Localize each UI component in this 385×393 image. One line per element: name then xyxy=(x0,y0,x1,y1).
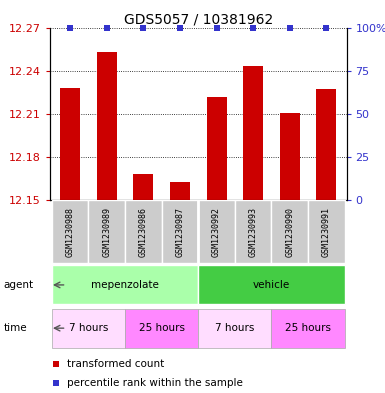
Text: 25 hours: 25 hours xyxy=(139,323,185,333)
Bar xyxy=(235,200,271,263)
Bar xyxy=(271,200,308,263)
Bar xyxy=(243,66,263,200)
Bar xyxy=(280,112,300,200)
Text: GSM1230992: GSM1230992 xyxy=(212,207,221,257)
Bar xyxy=(125,309,198,348)
Bar xyxy=(52,309,125,348)
Bar xyxy=(316,90,336,200)
Text: 7 hours: 7 hours xyxy=(215,323,254,333)
Text: 7 hours: 7 hours xyxy=(69,323,108,333)
Text: 25 hours: 25 hours xyxy=(285,323,331,333)
Bar xyxy=(125,200,162,263)
Text: mepenzolate: mepenzolate xyxy=(91,280,159,290)
Text: agent: agent xyxy=(4,280,34,290)
Text: transformed count: transformed count xyxy=(67,358,164,369)
Bar xyxy=(198,200,235,263)
Bar xyxy=(133,174,154,200)
Bar xyxy=(89,200,125,263)
Text: GSM1230988: GSM1230988 xyxy=(66,207,75,257)
Text: GSM1230987: GSM1230987 xyxy=(176,207,184,257)
Text: GSM1230990: GSM1230990 xyxy=(285,207,294,257)
Text: GSM1230986: GSM1230986 xyxy=(139,207,148,257)
Bar xyxy=(271,309,345,348)
Bar xyxy=(198,266,345,304)
Bar xyxy=(60,88,80,200)
Text: GSM1230991: GSM1230991 xyxy=(322,207,331,257)
Bar xyxy=(308,200,345,263)
Bar xyxy=(198,309,271,348)
Text: GSM1230993: GSM1230993 xyxy=(249,207,258,257)
Bar xyxy=(52,266,198,304)
Title: GDS5057 / 10381962: GDS5057 / 10381962 xyxy=(124,12,273,26)
Bar xyxy=(162,200,198,263)
Text: time: time xyxy=(4,323,27,333)
Text: percentile rank within the sample: percentile rank within the sample xyxy=(67,378,243,388)
Text: vehicle: vehicle xyxy=(253,280,290,290)
Text: GSM1230989: GSM1230989 xyxy=(102,207,111,257)
Bar xyxy=(206,97,227,200)
Bar xyxy=(52,200,89,263)
Bar xyxy=(97,52,117,200)
Bar xyxy=(170,182,190,200)
